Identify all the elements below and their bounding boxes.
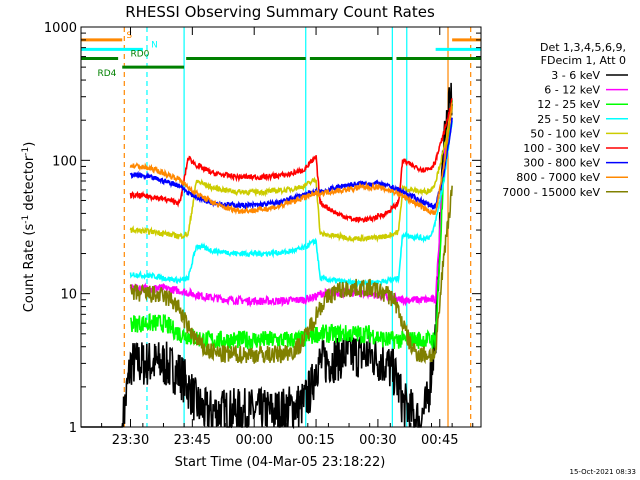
flag-label-rd4: RD4 bbox=[97, 69, 116, 79]
plot-frame bbox=[80, 26, 482, 428]
x-tick-label-0: 23:30 bbox=[112, 433, 149, 448]
legend-label-5: 100 - 300 keV bbox=[523, 142, 600, 155]
series-line-1 bbox=[129, 102, 453, 308]
series-line-3 bbox=[129, 120, 453, 288]
timestamp: 15-Oct-2021 08:33 bbox=[570, 468, 636, 476]
x-axis-label: Start Time (04-Mar-05 23:18:22) bbox=[175, 455, 386, 470]
legend-title-line1: Det 1,3,4,5,6,9, bbox=[540, 41, 626, 54]
legend-label-1: 6 - 12 keV bbox=[544, 84, 600, 97]
legend-label-4: 50 - 100 keV bbox=[530, 127, 600, 140]
x-tick-label-1: 23:45 bbox=[174, 433, 211, 448]
series-line-4 bbox=[129, 105, 453, 244]
legend-label-3: 25 - 50 keV bbox=[537, 113, 600, 126]
legend: Det 1,3,4,5,6,9, FDecim 1, Att 0 3 - 6 k… bbox=[502, 41, 628, 199]
x-axis-ticks: 23:30 23:45 00:00 00:15 00:30 00:45 bbox=[80, 27, 474, 448]
flag-label-s: S bbox=[126, 31, 132, 41]
legend-label-2: 12 - 25 keV bbox=[537, 98, 600, 111]
series-line-7 bbox=[129, 102, 453, 216]
legend-label-0: 3 - 6 keV bbox=[551, 69, 600, 82]
series-line-8 bbox=[129, 185, 453, 365]
series-line-5 bbox=[129, 98, 453, 224]
flag-label-rd0: RD0 bbox=[130, 50, 149, 60]
y-tick-label-3: 1000 bbox=[44, 21, 77, 36]
y-tick-label-0: 1 bbox=[69, 421, 77, 436]
legend-label-7: 800 - 7000 keV bbox=[516, 171, 600, 184]
series-line-2 bbox=[129, 100, 453, 351]
y-tick-label-1: 10 bbox=[60, 288, 77, 303]
flag-label-n: N bbox=[151, 40, 158, 50]
y-axis-ticks: 1 10 100 1000 bbox=[44, 21, 481, 436]
y-axis-label: Count Rate (s-1 detector-1) bbox=[21, 142, 37, 313]
y-tick-label-2: 100 bbox=[52, 154, 77, 169]
x-tick-label-2: 00:00 bbox=[235, 433, 272, 448]
legend-label-6: 300 - 800 keV bbox=[523, 157, 600, 170]
legend-title-line2: FDecim 1, Att 0 bbox=[541, 54, 626, 67]
x-tick-label-3: 00:15 bbox=[297, 433, 334, 448]
chart-title: RHESSI Observing Summary Count Rates bbox=[125, 3, 435, 21]
legend-label-8: 7000 - 15000 keV bbox=[502, 186, 600, 199]
x-tick-label-4: 00:30 bbox=[359, 433, 396, 448]
series-line-0 bbox=[81, 82, 453, 430]
x-tick-label-5: 00:45 bbox=[421, 433, 458, 448]
